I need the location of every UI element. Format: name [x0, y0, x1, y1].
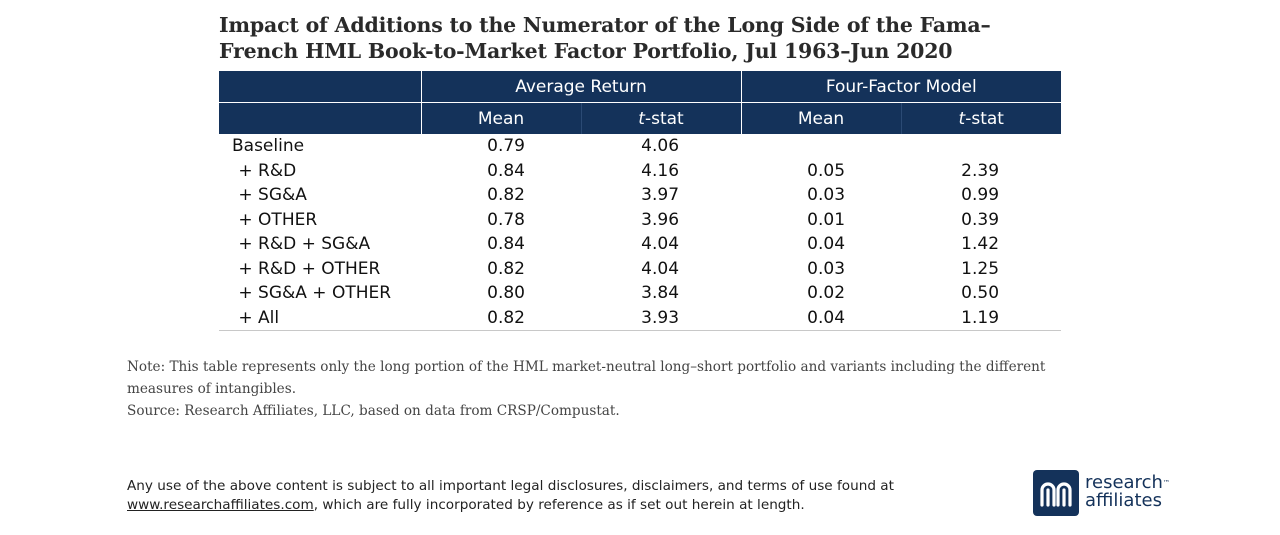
avg-mean-cell: 0.80	[487, 283, 525, 303]
title-line-1: Impact of Additions to the Numerator of …	[219, 13, 991, 37]
source-text: Source: Research Affiliates, LLC, based …	[127, 403, 620, 419]
avg-tstat-cell: 3.93	[581, 305, 742, 331]
avg-mean-cell: 0.82	[421, 305, 581, 331]
disclaimer-line-2: www.researchaffiliates.com, which are fu…	[127, 496, 947, 515]
ff-mean-cell: 0.03	[807, 185, 846, 205]
avg-tstat-cell: 4.06	[641, 136, 680, 156]
logo-mark-icon	[1033, 470, 1079, 516]
ff-mean-cell: 0.05	[807, 160, 846, 181]
avg-mean-cell: 0.82	[487, 258, 525, 279]
research-affiliates-logo: research™ affiliates	[1031, 468, 1191, 518]
avg-mean-cell: 0.79	[487, 136, 525, 156]
website-link[interactable]: www.researchaffiliates.com	[127, 497, 314, 513]
header-blank-sub	[219, 102, 421, 134]
ff-tstat-cell	[901, 134, 1061, 159]
row-label: + All	[219, 305, 421, 331]
disclaimer-line-1: Any use of the above content is subject …	[127, 478, 894, 494]
header-average-return: Average Return	[420, 71, 742, 103]
ff-tstat-cell: 1.42	[961, 234, 1000, 254]
table-note: Note: This table represents only the lon…	[127, 356, 1087, 422]
avg-tstat-cell: 3.84	[641, 283, 680, 303]
header-avg-mean: Mean	[420, 102, 581, 134]
ff-mean-cell	[741, 134, 901, 159]
table-row: Baseline 0.79 4.06	[219, 134, 1061, 159]
logo-wordmark: research™ affiliates	[1085, 474, 1170, 510]
row-label: + R&D + OTHER	[233, 258, 381, 279]
title-line-2: French HML Book-to-Market Factor Portfol…	[219, 39, 953, 63]
ff-mean-cell: 0.01	[807, 209, 846, 230]
logo-word-research: research	[1085, 472, 1163, 493]
avg-mean-cell: 0.78	[487, 209, 525, 230]
ff-tstat-cell: 1.19	[901, 305, 1062, 331]
header-ff-tstat: t-stat	[900, 102, 1062, 134]
avg-mean-cell: 0.82	[487, 185, 525, 205]
row-label: + SG&A + OTHER	[233, 283, 392, 303]
ff-tstat-cell: 2.39	[961, 160, 1000, 181]
legal-disclaimer: Any use of the above content is subject …	[127, 477, 947, 515]
sub-header-row: Mean t-stat Mean t-stat	[219, 102, 1062, 134]
page-title: Impact of Additions to the Numerator of …	[219, 12, 1079, 64]
table-row: + All 0.82 3.93 0.04 1.19	[219, 305, 1062, 331]
table-row: + R&D + SG&A 0.84 4.04 0.04 1.42	[219, 232, 1061, 257]
header-four-factor-model: Four-Factor Model	[740, 71, 1062, 103]
ff-tstat-cell: 0.99	[961, 185, 1000, 205]
avg-tstat-cell: 4.04	[641, 234, 680, 254]
table-row: + SG&A 0.82 3.97 0.03 0.99	[219, 183, 1061, 208]
ff-tstat-cell: 0.50	[961, 283, 1000, 303]
ff-mean-cell: 0.04	[807, 234, 846, 254]
row-label: + SG&A	[233, 185, 307, 205]
avg-mean-cell: 0.84	[487, 160, 525, 181]
avg-mean-cell: 0.84	[487, 234, 525, 254]
disclaimer-line-2-rest: , which are fully incorporated by refere…	[313, 497, 805, 513]
note-text: Note: This table represents only the lon…	[127, 359, 1046, 397]
results-table: Average Return Four-Factor Model Mean t-…	[219, 71, 1062, 331]
ff-mean-cell: 0.02	[807, 283, 846, 303]
table-row: + R&D + OTHER 0.82 4.04 0.03 1.25	[219, 257, 1061, 282]
table-row: + R&D 0.84 4.16 0.05 2.39	[219, 159, 1061, 184]
logo-word-affiliates: affiliates	[1085, 490, 1162, 511]
ff-mean-cell: 0.03	[807, 258, 846, 279]
avg-tstat-cell: 4.04	[641, 258, 680, 279]
row-label: Baseline	[232, 136, 305, 156]
row-label: + OTHER	[233, 209, 318, 230]
table-row: + SG&A + OTHER 0.80 3.84 0.02 0.50	[219, 281, 1061, 306]
logo-trademark: ™	[1162, 479, 1170, 487]
row-label: + R&D + SG&A	[233, 234, 371, 254]
header-avg-tstat: t-stat	[580, 102, 742, 134]
ff-tstat-cell: 0.39	[961, 209, 1000, 230]
ff-mean-cell: 0.04	[741, 305, 902, 331]
table-row: + OTHER 0.78 3.96 0.01 0.39	[219, 208, 1061, 233]
header-ff-mean: Mean	[740, 102, 902, 134]
header-blank	[219, 71, 421, 103]
ff-tstat-cell: 1.25	[961, 258, 1000, 279]
avg-tstat-cell: 3.97	[641, 185, 680, 205]
avg-tstat-cell: 4.16	[641, 160, 680, 181]
row-label: + R&D	[233, 160, 297, 181]
group-header-row: Average Return Four-Factor Model	[219, 71, 1062, 103]
avg-tstat-cell: 3.96	[641, 209, 680, 230]
